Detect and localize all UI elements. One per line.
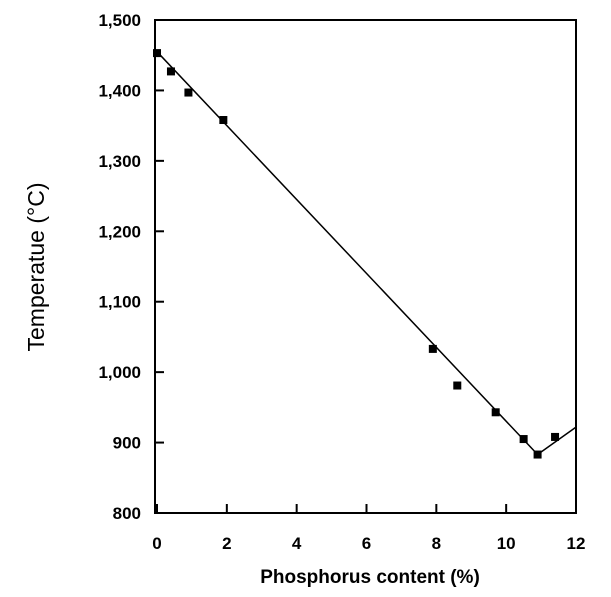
y-axis-title: Temperatue (°C) [23,183,49,352]
x-tick-label: 8 [432,534,441,553]
y-tick-label: 900 [113,434,141,453]
x-tick-label: 4 [292,534,302,553]
x-tick-label: 12 [567,534,586,553]
data-point [428,344,437,353]
y-tick-label: 1,300 [98,152,141,171]
y-axis: 800 900 1,000 1,100 1,200 1,300 1,400 1,500 [98,11,164,523]
y-tick-label: 800 [113,504,141,523]
y-tick-label: 1,200 [98,222,141,241]
data-point [551,432,560,441]
x-tick-label: 10 [497,534,516,553]
x-axis: 0 2 4 6 8 10 12 [152,504,585,553]
data-point [491,408,500,417]
x-tick-label: 6 [362,534,371,553]
data-point [153,49,161,58]
x-tick-label: 0 [152,534,161,553]
y-tick-label: 1,100 [98,293,141,312]
y-tick-label: 1,400 [98,81,141,100]
data-point [519,435,528,444]
fit-line [156,51,577,456]
data-point [453,381,462,390]
x-axis-title: Phosphorus content (%) [260,567,480,588]
data-point [219,116,228,125]
y-tick-label: 1,500 [98,11,141,30]
data-point [166,67,175,76]
fit-line-series [156,51,577,456]
x-tick-label: 2 [222,534,231,553]
data-point [184,88,193,97]
plot-frame [154,19,577,514]
y-tick-label: 1,000 [98,363,141,382]
data-point [533,450,542,459]
data-points-series [153,49,560,459]
